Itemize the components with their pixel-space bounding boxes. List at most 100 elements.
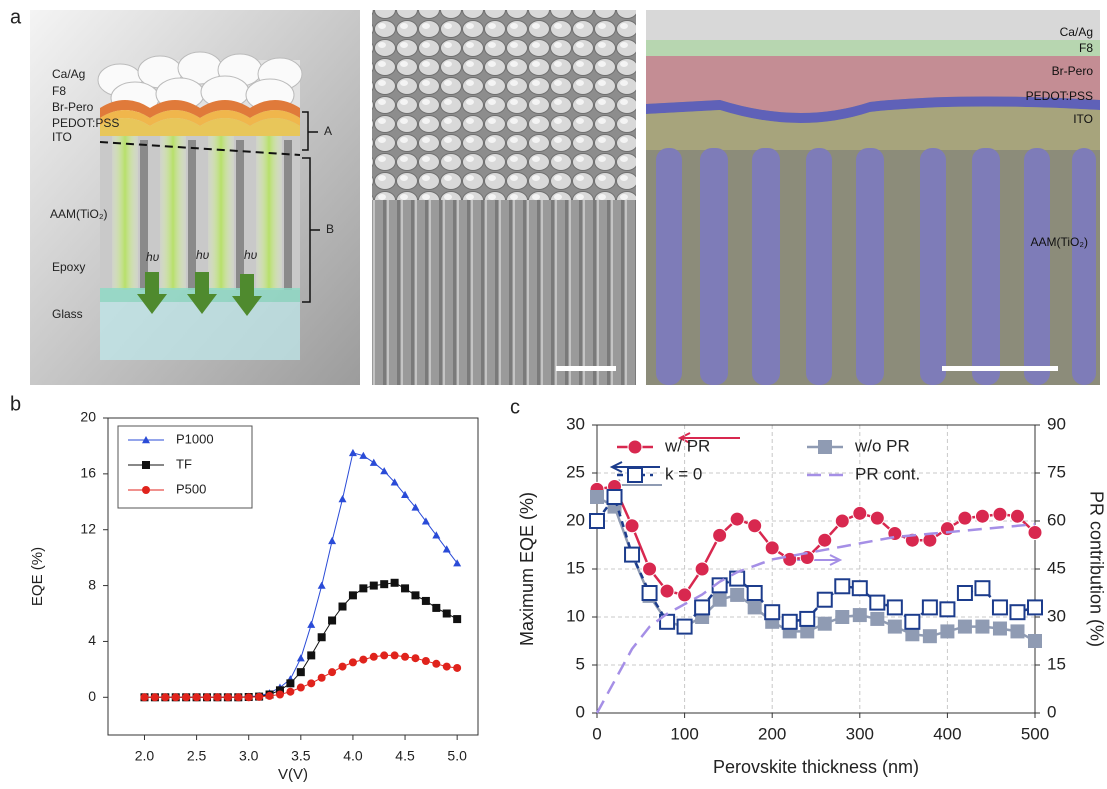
marker — [940, 624, 954, 638]
marker — [297, 668, 305, 676]
x-tick-label: 4.5 — [395, 748, 415, 764]
marker — [940, 522, 954, 536]
marker — [853, 581, 867, 595]
layer-label: Ca/Ag — [52, 67, 85, 81]
marker — [853, 608, 867, 622]
marker — [765, 541, 779, 555]
marker — [748, 586, 762, 600]
y2-tick-label: 90 — [1047, 414, 1066, 433]
legend-label: PR cont. — [855, 464, 920, 483]
marker — [328, 616, 336, 624]
layer-label: ITO — [1073, 112, 1093, 126]
legend-label: TF — [176, 456, 192, 471]
marker — [730, 512, 744, 526]
marker — [213, 693, 221, 701]
legend-marker — [818, 440, 832, 454]
marker — [1010, 624, 1024, 638]
marker — [958, 620, 972, 634]
y-tick-label: 4 — [88, 632, 96, 648]
marker — [203, 693, 211, 701]
marker — [660, 584, 674, 598]
photon-label: hυ — [196, 248, 210, 262]
marker — [870, 511, 884, 525]
marker — [422, 597, 430, 605]
marker — [349, 449, 357, 456]
marker — [297, 684, 305, 692]
marker — [245, 693, 253, 701]
photon-label: hυ — [244, 248, 258, 262]
marker — [140, 693, 148, 701]
marker — [678, 588, 692, 602]
x-tick-label: 3.5 — [291, 748, 311, 764]
marker — [370, 459, 378, 466]
marker — [255, 693, 263, 701]
marker — [888, 600, 902, 614]
marker — [286, 688, 294, 696]
y-tick-label: 0 — [88, 688, 96, 704]
x-tick-label: 2.0 — [135, 748, 155, 764]
y2-axis-title: PR contribution (%) — [1086, 491, 1106, 647]
marker — [411, 591, 419, 599]
marker — [161, 693, 169, 701]
marker — [783, 615, 797, 629]
y-tick-label: 15 — [566, 558, 585, 577]
marker — [940, 602, 954, 616]
y-tick-label: 16 — [80, 465, 96, 481]
marker — [590, 514, 604, 528]
marker — [297, 654, 305, 661]
marker — [818, 617, 832, 631]
y2-tick-label: 15 — [1047, 654, 1066, 673]
marker — [318, 582, 326, 589]
marker — [339, 663, 347, 671]
figure: Ca/Ag F8 Br-Pero PEDOT:PSS ITO A B AAM(T… — [0, 0, 1107, 789]
marker — [307, 651, 315, 659]
layer-label: Br-Pero — [1052, 64, 1094, 78]
marker — [608, 490, 622, 504]
x-tick-label: 300 — [846, 724, 874, 743]
marker — [286, 679, 294, 687]
marker — [307, 679, 315, 687]
marker — [359, 584, 367, 592]
legend-marker — [628, 440, 642, 454]
marker — [643, 586, 657, 600]
layer-label: ITO — [52, 130, 72, 144]
marker — [391, 651, 399, 659]
marker — [993, 600, 1007, 614]
x-tick-label: 400 — [933, 724, 961, 743]
x-tick-label: 500 — [1021, 724, 1049, 743]
layer-label: Ca/Ag — [1060, 25, 1093, 39]
legend-label: k = 0 — [665, 464, 702, 483]
y2-tick-label: 45 — [1047, 558, 1066, 577]
legend-label: P1000 — [176, 431, 214, 446]
x-tick-label: 5.0 — [447, 748, 467, 764]
marker — [923, 629, 937, 643]
marker — [380, 467, 388, 474]
marker — [151, 693, 159, 701]
marker — [234, 693, 242, 701]
panel-label: a — [10, 6, 22, 28]
marker — [432, 660, 440, 668]
bracket-label: B — [326, 222, 334, 236]
y2-tick-label: 60 — [1047, 510, 1066, 529]
marker — [172, 693, 180, 701]
marker — [453, 559, 461, 566]
marker — [818, 533, 832, 547]
marker — [432, 604, 440, 612]
marker — [923, 600, 937, 614]
legend-label: w/ PR — [664, 436, 710, 455]
marker — [182, 693, 190, 701]
marker — [870, 596, 884, 610]
marker — [818, 593, 832, 607]
marker — [958, 511, 972, 525]
marker — [625, 548, 639, 562]
marker — [224, 693, 232, 701]
layer-label: Br-Pero — [52, 100, 94, 114]
series-line — [597, 486, 1035, 595]
marker — [193, 693, 201, 701]
y-tick-label: 10 — [566, 606, 585, 625]
marker — [453, 664, 461, 672]
layer-label: AAM(TiO₂) — [50, 207, 108, 221]
marker — [975, 581, 989, 595]
x-tick-label: 200 — [758, 724, 786, 743]
marker — [765, 605, 779, 619]
